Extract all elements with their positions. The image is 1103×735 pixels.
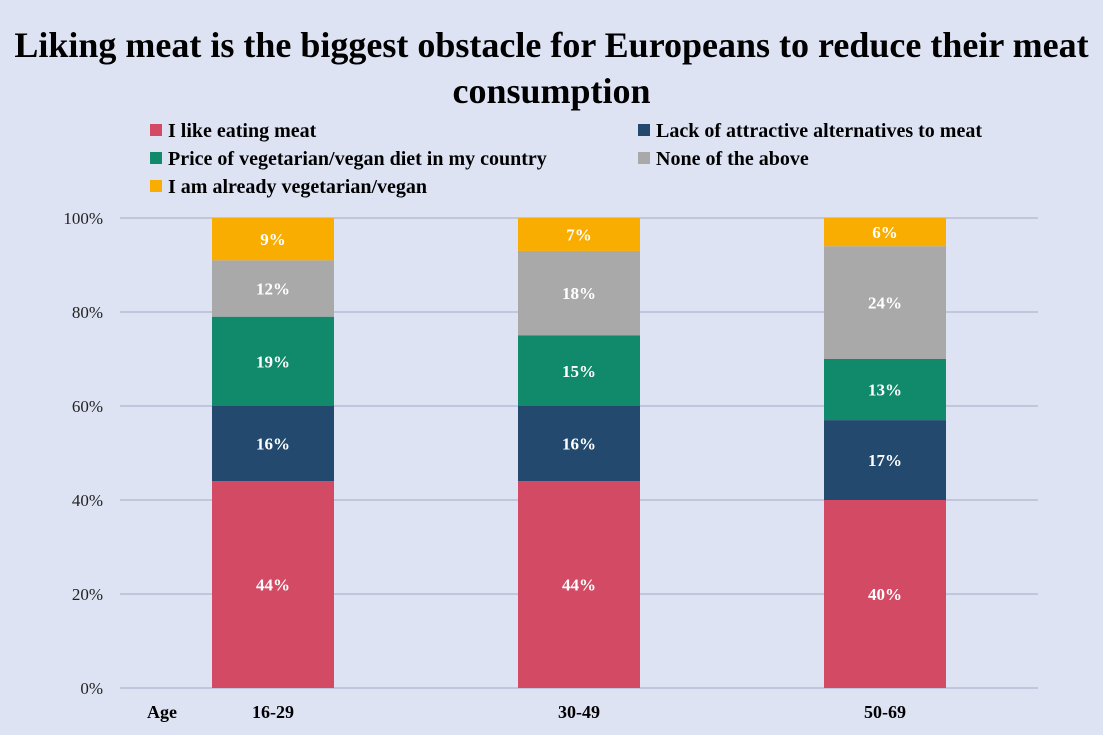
legend-item-price: Price of vegetarian/vegan diet in my cou…	[150, 146, 547, 172]
bar-segment	[824, 500, 946, 688]
bar-segment	[824, 359, 946, 421]
data-label: 17%	[868, 451, 902, 470]
bar-segment	[824, 218, 946, 247]
legend-item-none: None of the above	[638, 146, 809, 172]
y-tick-label: 20%	[72, 585, 103, 604]
legend-label-vegetarian: I am already vegetarian/vegan	[168, 176, 428, 198]
bar-segment	[518, 406, 640, 482]
y-tick-label: 100%	[63, 209, 103, 228]
data-label: 16%	[256, 435, 290, 454]
legend-label-price: Price of vegetarian/vegan diet in my cou…	[168, 148, 547, 170]
bar-segment	[518, 335, 640, 406]
legend: I like eating meat Lack of attractive al…	[150, 118, 1050, 208]
data-label: 19%	[256, 352, 290, 371]
chart-title: Liking meat is the biggest obstacle for …	[14, 25, 1089, 111]
data-label: 18%	[562, 284, 596, 303]
legend-swatch-price	[150, 152, 162, 164]
data-label: 12%	[256, 280, 290, 299]
data-label: 44%	[256, 576, 290, 595]
bar-segment	[212, 260, 334, 317]
bar-segment	[518, 481, 640, 688]
bar-segment	[212, 406, 334, 482]
bar-segment	[212, 481, 334, 688]
data-label: 24%	[868, 294, 902, 313]
x-tick-label: 30-49	[558, 702, 600, 722]
data-label: 6%	[872, 223, 898, 242]
bar-segment	[824, 420, 946, 500]
x-tick-label: 50-69	[864, 702, 906, 722]
y-tick-label: 80%	[72, 303, 103, 322]
y-tick-label: 40%	[72, 491, 103, 510]
x-axis-label: Age	[147, 702, 177, 722]
y-tick-label: 60%	[72, 397, 103, 416]
bar-segment	[212, 218, 334, 261]
data-label: 7%	[566, 225, 592, 244]
data-label: 40%	[868, 585, 902, 604]
legend-label-none: None of the above	[656, 148, 809, 170]
y-tick-label: 0%	[80, 679, 103, 698]
data-label: 9%	[260, 230, 286, 249]
data-label: 15%	[562, 362, 596, 381]
bar-segment	[212, 316, 334, 406]
bar-segment	[518, 218, 640, 251]
legend-label-like-meat: I like eating meat	[168, 120, 317, 142]
legend-item-like-meat: I like eating meat	[150, 118, 316, 144]
data-label: 13%	[868, 381, 902, 400]
legend-swatch-vegetarian	[150, 180, 162, 192]
data-label: 44%	[562, 576, 596, 595]
legend-swatch-none	[638, 152, 650, 164]
bar-segment	[824, 246, 946, 359]
legend-swatch-like-meat	[150, 124, 162, 136]
legend-label-lack-alternatives: Lack of attractive alternatives to meat	[656, 120, 982, 142]
x-tick-label: 16-29	[252, 702, 294, 722]
bar-segment	[518, 250, 640, 336]
legend-swatch-lack-alternatives	[638, 124, 650, 136]
data-label: 16%	[562, 435, 596, 454]
legend-item-vegetarian: I am already vegetarian/vegan	[150, 174, 427, 200]
legend-item-lack-alternatives: Lack of attractive alternatives to meat	[638, 118, 982, 144]
